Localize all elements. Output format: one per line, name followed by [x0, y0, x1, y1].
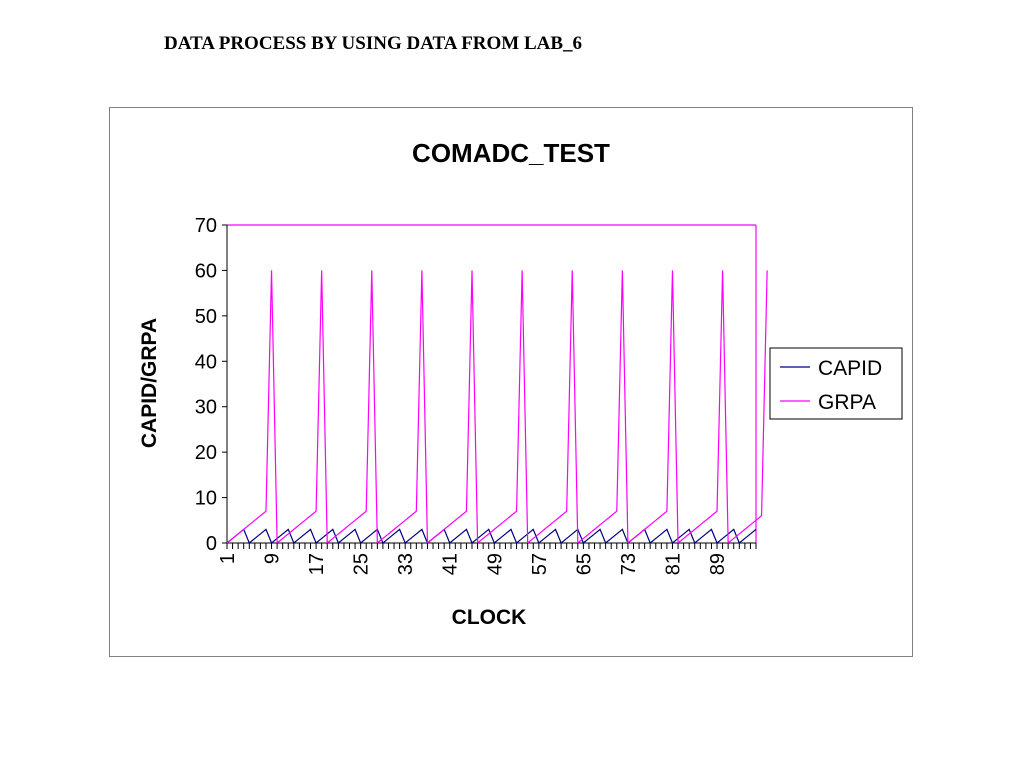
x-tick-label: 57: [529, 553, 551, 575]
y-axis-label: CAPID/GRPA: [138, 318, 161, 448]
series-line-grpa: [226, 270, 768, 545]
y-tick-label: 30: [195, 397, 217, 419]
x-tick-label: 17: [306, 553, 328, 575]
y-tick-label: 60: [195, 260, 217, 282]
x-tick-label: 81: [662, 553, 684, 575]
x-axis-ticks: 1 9 17 25 33 41 49 57 65 73 81 89: [217, 543, 757, 575]
y-tick-label: 0: [206, 533, 217, 555]
x-tick-label: 9: [262, 553, 284, 564]
x-tick-label: 25: [351, 553, 373, 575]
legend: CAPID GRPA: [769, 347, 903, 420]
x-tick-label: 65: [573, 553, 595, 575]
plot-area: [226, 224, 768, 545]
y-tick-label: 10: [195, 488, 217, 510]
legend-label-capid: CAPID: [818, 357, 882, 380]
x-tick-label: 89: [707, 553, 729, 575]
series-line-capid: [226, 528, 757, 544]
x-tick-label: 1: [217, 553, 239, 564]
y-axis-ticks: 0 10 20 30 40 50 60 70: [195, 215, 227, 555]
y-tick-label: 40: [195, 351, 217, 373]
x-tick-label: 33: [395, 553, 417, 575]
chart-frame: COMADC_TEST 0 10 20 30 40 50 60 70 1 9 17 25 33 41 49…: [109, 107, 913, 657]
legend-box: [769, 347, 903, 420]
chart-svg: COMADC_TEST 0 10 20 30 40 50 60 70 1 9 17 25 33 41 49…: [138, 138, 903, 629]
y-tick-label: 20: [195, 442, 217, 464]
y-tick-label: 70: [195, 215, 217, 237]
x-axis-label: CLOCK: [452, 606, 527, 629]
chart-title: COMADC_TEST: [412, 138, 610, 168]
legend-label-grpa: GRPA: [818, 391, 876, 414]
x-tick-label: 49: [484, 553, 506, 575]
x-tick-label: 73: [618, 553, 640, 575]
x-tick-label: 41: [440, 553, 462, 575]
y-tick-label: 50: [195, 306, 217, 328]
page-heading: DATA PROCESS BY USING DATA FROM LAB_6: [164, 33, 583, 54]
